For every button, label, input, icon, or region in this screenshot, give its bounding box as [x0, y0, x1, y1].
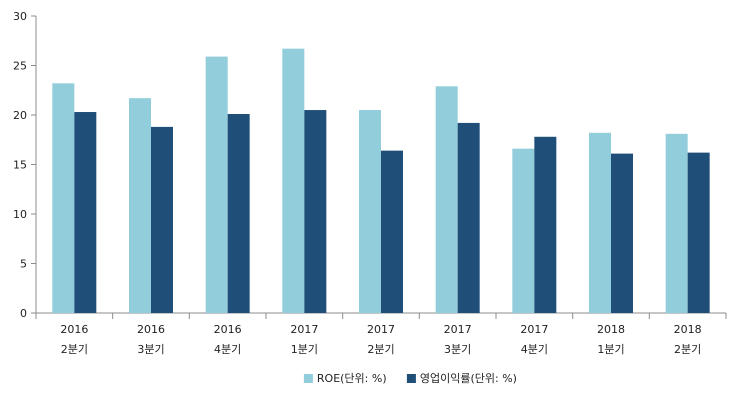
x-tick-label-year: 2017	[290, 323, 318, 336]
y-tick-label: 30	[13, 10, 27, 23]
x-tick-label-quarter: 1분기	[597, 343, 624, 356]
bar-operating-margin	[457, 122, 480, 313]
x-tick-label-quarter: 2분기	[367, 343, 394, 356]
bar-roe	[359, 110, 381, 313]
x-tick-label-quarter: 3분기	[137, 343, 164, 356]
y-tick-label: 20	[13, 109, 27, 122]
x-axis: 2016 2분기 2016 3분기 2016 4분기 2017 1분기 2017 2분기 2017 3…	[35, 312, 727, 356]
x-tick-label-quarter: 2분기	[61, 343, 88, 356]
bar-roe	[129, 98, 151, 313]
legend-swatch-roe	[303, 374, 313, 383]
bar-operating-margin	[687, 152, 710, 313]
bar-operating-margin	[304, 110, 327, 313]
bar-roe	[589, 132, 611, 313]
y-tick-label: 15	[13, 159, 27, 172]
y-tick-label: 10	[13, 208, 27, 221]
x-tick-label-quarter: 4분기	[521, 343, 548, 356]
x-tick-label-year: 2016	[60, 323, 88, 336]
x-tick-label-quarter: 4분기	[214, 343, 241, 356]
x-tick-label-year: 2017	[520, 323, 548, 336]
bars	[52, 48, 710, 314]
legend-swatch-operating-margin	[406, 374, 416, 383]
y-tick-label: 25	[13, 60, 27, 73]
x-tick-label-year: 2018	[674, 323, 702, 336]
legend: ROE(단위: %) 영업이익률(단위: %)	[303, 372, 517, 385]
x-tick-label-year: 2017	[367, 323, 395, 336]
x-tick-label-quarter: 3분기	[444, 343, 471, 356]
bar-roe	[435, 86, 458, 313]
x-tick-label-year: 2016	[137, 323, 165, 336]
y-tick-label: 5	[20, 258, 27, 271]
bar-operating-margin	[534, 136, 557, 313]
bar-operating-margin	[227, 114, 250, 313]
bar-operating-margin	[611, 153, 633, 313]
y-tick-label: 0	[20, 307, 27, 320]
bar-operating-margin	[151, 126, 173, 313]
legend-label-operating-margin: 영업이익률(단위: %)	[420, 372, 517, 385]
y-axis: 0 5 10 15 20 25 30	[13, 10, 37, 320]
bar-roe	[205, 56, 228, 314]
bar-operating-margin	[381, 150, 403, 313]
bar-operating-margin	[74, 112, 97, 313]
bar-roe	[282, 48, 305, 314]
x-tick-label-quarter: 1분기	[291, 343, 318, 356]
bar-roe	[52, 83, 75, 313]
x-tick-label-year: 2016	[214, 323, 242, 336]
x-tick-label-quarter: 2분기	[674, 343, 701, 356]
bar-roe	[512, 148, 535, 313]
bar-roe	[665, 133, 688, 313]
legend-label-roe: ROE(단위: %)	[317, 372, 387, 385]
x-tick-label-year: 2017	[444, 323, 472, 336]
x-tick-label-year: 2018	[597, 323, 625, 336]
